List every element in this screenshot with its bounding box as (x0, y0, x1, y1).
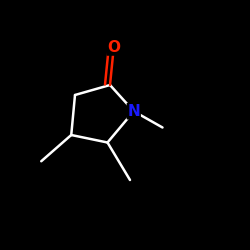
Text: N: N (128, 104, 140, 119)
Text: O: O (107, 40, 120, 55)
